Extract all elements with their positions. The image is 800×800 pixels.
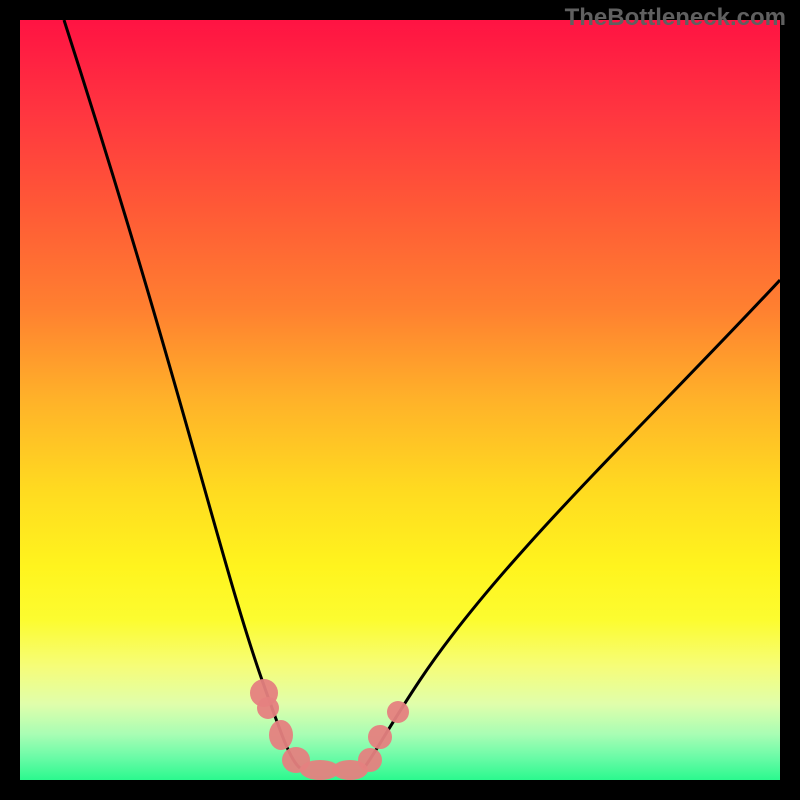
- curve-layer: [0, 0, 800, 800]
- marker-blob: [358, 748, 382, 772]
- curve-left: [64, 20, 300, 768]
- marker-blob: [269, 720, 293, 750]
- curve-right: [364, 280, 780, 768]
- marker-blob: [368, 725, 392, 749]
- watermark-text: TheBottleneck.com: [565, 4, 786, 32]
- chart-frame: TheBottleneck.com: [0, 0, 800, 800]
- marker-blob: [387, 701, 409, 723]
- marker-blob: [257, 697, 279, 719]
